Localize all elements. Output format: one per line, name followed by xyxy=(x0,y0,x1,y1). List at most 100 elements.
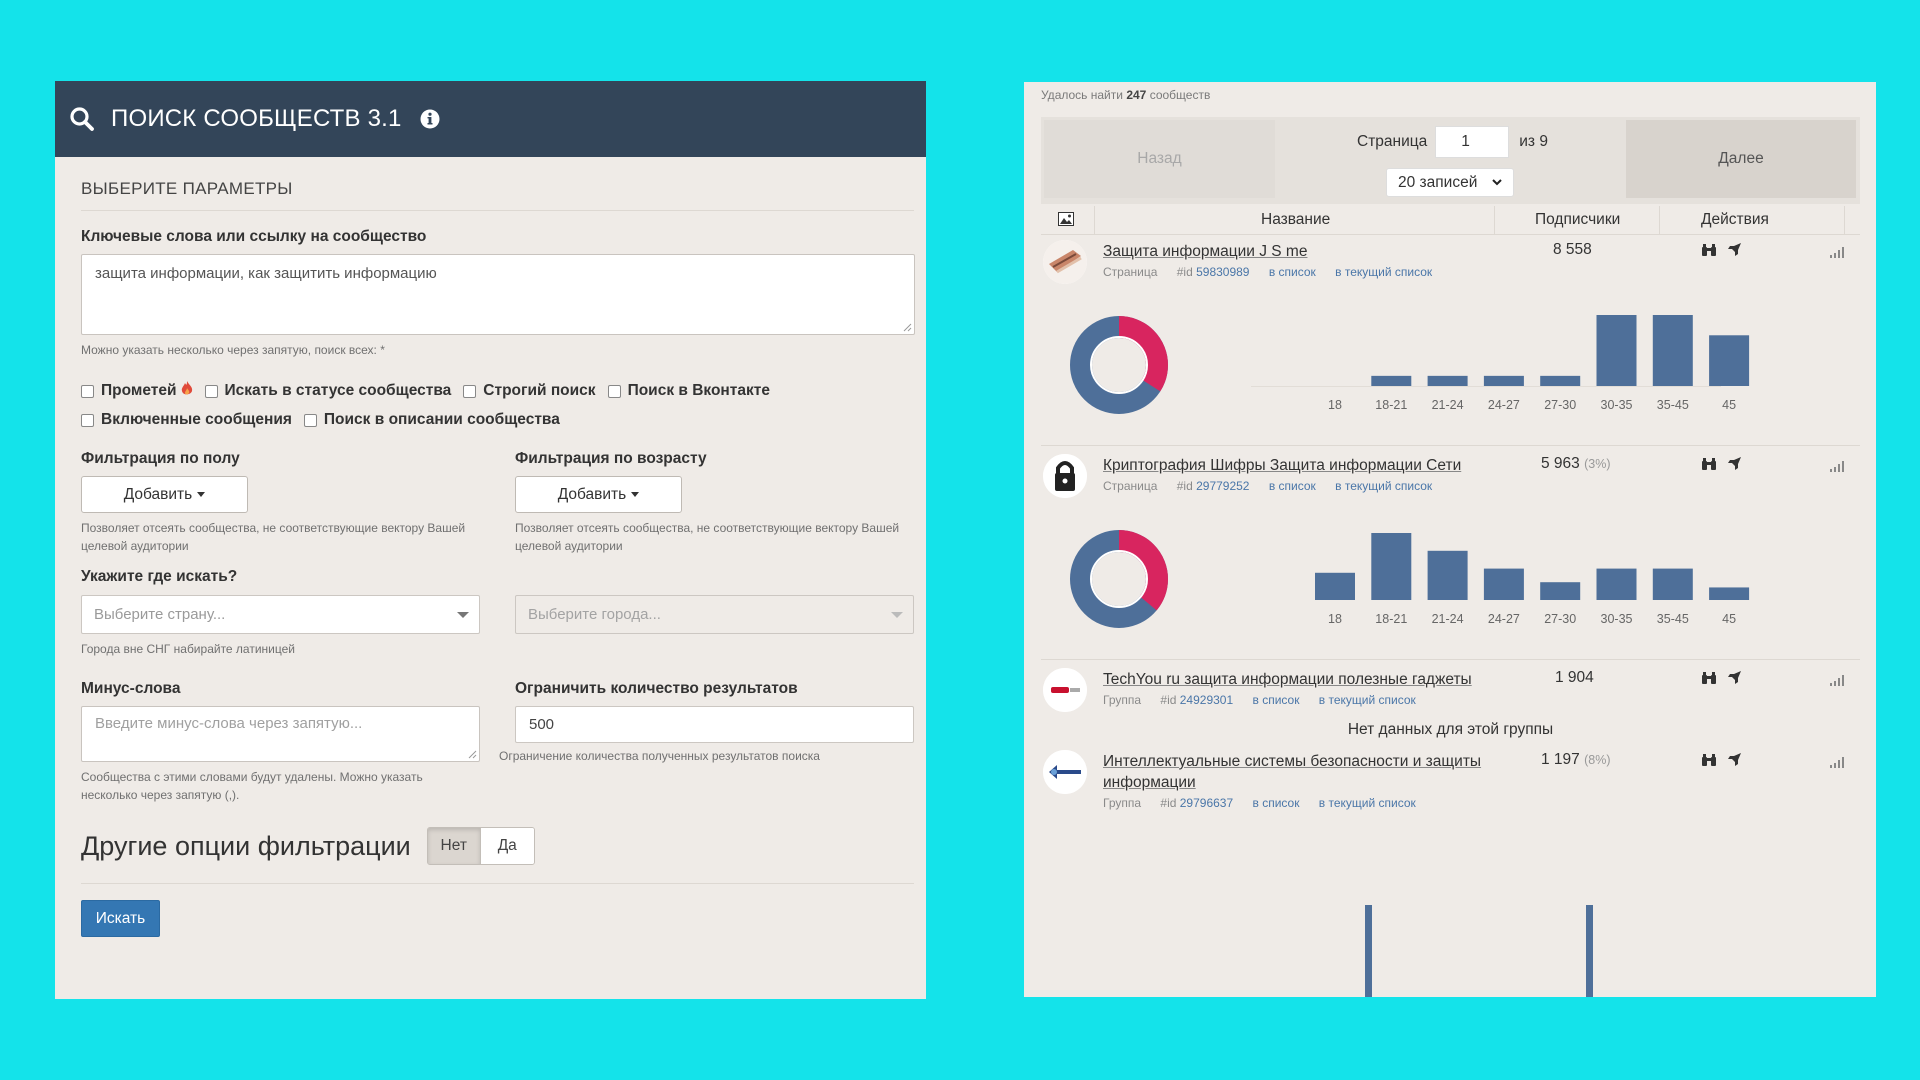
row-divider xyxy=(1041,445,1860,446)
rocket-icon[interactable] xyxy=(1727,456,1742,476)
tick-label-27-30: 27-30 xyxy=(1544,612,1576,626)
found-count: 247 xyxy=(1126,88,1147,102)
rocket-icon[interactable] xyxy=(1727,242,1742,262)
tick-label-45: 45 xyxy=(1722,612,1736,626)
row-divider xyxy=(1041,659,1860,660)
limit-label: Ограничить количество результатов xyxy=(515,680,798,697)
column-actions[interactable]: Действия xyxy=(1701,211,1769,228)
add-to-current-list-link[interactable]: в текущий список xyxy=(1318,693,1416,707)
limit-value: 500 xyxy=(529,716,555,733)
column-name[interactable]: Название xyxy=(1261,211,1331,228)
community-id[interactable]: 59830989 xyxy=(1196,265,1250,279)
checkbox-search-status[interactable]: Искать в статусе сообщества xyxy=(204,382,452,400)
rocket-icon[interactable] xyxy=(1727,670,1742,690)
info-icon[interactable] xyxy=(420,109,440,129)
avatar[interactable] xyxy=(1043,750,1087,794)
back-button[interactable]: Назад xyxy=(1044,120,1275,198)
search-icon xyxy=(69,106,95,132)
add-to-list-link[interactable]: в список xyxy=(1268,265,1316,279)
signal-icon[interactable] xyxy=(1830,673,1846,691)
signal-icon[interactable] xyxy=(1830,245,1846,263)
avatar[interactable] xyxy=(1043,240,1087,284)
community-name[interactable]: Криптография Шифры Защита информации Сет… xyxy=(1103,457,1462,474)
button-label: Добавить xyxy=(557,485,627,503)
checkbox[interactable] xyxy=(81,413,94,427)
add-to-current-list-link[interactable]: в текущий список xyxy=(1318,796,1416,810)
per-page-select[interactable]: 20 записей xyxy=(1386,168,1514,197)
chevron-down-icon xyxy=(1492,179,1502,186)
binoculars-icon[interactable] xyxy=(1701,671,1717,690)
tick-label-21-24: 21-24 xyxy=(1432,612,1464,626)
toggle-no[interactable]: Нет xyxy=(427,828,481,864)
avatar[interactable] xyxy=(1043,668,1087,712)
signal-icon[interactable] xyxy=(1830,459,1846,477)
chart-bar-21-24 xyxy=(1427,550,1468,600)
minus-words-textarea[interactable]: Введите минус-слова через запятую... xyxy=(81,706,480,762)
row-actions xyxy=(1701,670,1742,690)
binoculars-icon[interactable] xyxy=(1701,243,1717,262)
found-prefix: Удалось найти xyxy=(1041,88,1123,102)
checkbox-label: Искать в статусе сообщества xyxy=(224,382,452,399)
country-placeholder: Выберите страну... xyxy=(94,606,226,623)
search-button[interactable]: Искать xyxy=(81,900,160,937)
add-to-list-link[interactable]: в список xyxy=(1252,796,1300,810)
keywords-value: защита информации, как защитить информац… xyxy=(95,265,437,282)
add-to-current-list-link[interactable]: в текущий список xyxy=(1335,265,1433,279)
tick-label-45: 45 xyxy=(1722,398,1736,412)
community-name[interactable]: TechYou ru защита информации полезные га… xyxy=(1103,671,1472,688)
community-id[interactable]: 24929301 xyxy=(1179,693,1234,707)
checkbox-prometheus[interactable]: Прометей xyxy=(81,381,193,401)
subscribers-pct: (8%) xyxy=(1584,753,1611,767)
toggle-yes[interactable]: Да xyxy=(480,828,534,864)
checkbox-search-description[interactable]: Поиск в описании сообщества xyxy=(303,411,560,429)
dropdown-arrow-icon xyxy=(457,612,469,618)
binoculars-icon[interactable] xyxy=(1701,753,1717,772)
checkbox-enabled-messages[interactable]: Включенные сообщения xyxy=(81,411,292,429)
search-panel: ПОИСК СООБЩЕСТВ 3.1 ВЫБЕРИТЕ ПАРАМЕТРЫ К… xyxy=(55,81,926,999)
city-placeholder: Выберите города... xyxy=(528,606,661,623)
page-input[interactable]: 1 xyxy=(1435,126,1510,158)
add-to-list-link[interactable]: в список xyxy=(1252,693,1300,707)
binoculars-icon[interactable] xyxy=(1701,457,1717,476)
avatar[interactable] xyxy=(1043,454,1087,498)
resize-grip-icon[interactable] xyxy=(468,750,477,759)
city-select[interactable]: Выберите города... xyxy=(515,595,914,634)
country-select[interactable]: Выберите страну... xyxy=(81,595,480,634)
checkbox[interactable] xyxy=(607,384,621,398)
next-button[interactable]: Далее xyxy=(1626,120,1856,198)
checkbox[interactable] xyxy=(463,384,477,398)
subscribers-value: 1 904 xyxy=(1555,669,1594,686)
community-meta: Группа #id 29796637 в список в текущий с… xyxy=(1103,796,1416,810)
subscribers-value: 8 558 xyxy=(1553,241,1592,258)
rocket-icon[interactable] xyxy=(1727,752,1742,772)
limit-input[interactable]: 500 xyxy=(515,706,914,743)
chart-bar-30-35 xyxy=(1596,568,1637,600)
image-icon xyxy=(1058,212,1074,231)
community-id[interactable]: 29796637 xyxy=(1179,796,1234,810)
checkbox[interactable] xyxy=(81,384,94,398)
age-add-button[interactable]: Добавить xyxy=(515,476,682,513)
id-label: #id xyxy=(1160,796,1177,810)
add-to-current-list-link[interactable]: в текущий список xyxy=(1335,479,1433,493)
resize-grip-icon[interactable] xyxy=(903,323,912,332)
signal-icon[interactable] xyxy=(1830,755,1846,773)
chart-bar-27-30 xyxy=(1540,375,1581,386)
community-name[interactable]: Интеллектуальные системы безопасности и … xyxy=(1103,751,1481,793)
checkbox[interactable] xyxy=(303,413,317,427)
column-subscribers[interactable]: Подписчики xyxy=(1535,211,1621,228)
limit: Ограничить количество результатов 500 Ог… xyxy=(499,680,915,765)
checkbox-strict-search[interactable]: Строгий поиск xyxy=(463,382,596,400)
fire-icon xyxy=(181,381,193,401)
community-name[interactable]: Защита информации J S me xyxy=(1103,243,1308,260)
subscribers-value: 1 197 xyxy=(1541,751,1580,768)
add-to-list-link[interactable]: в список xyxy=(1268,479,1316,493)
gender-add-button[interactable]: Добавить xyxy=(81,476,248,513)
checkbox[interactable] xyxy=(204,384,218,398)
keywords-textarea[interactable]: защита информации, как защитить информац… xyxy=(81,254,915,335)
minus-words-label: Минус-слова xyxy=(81,680,181,697)
chart-bar-18-21 xyxy=(1371,375,1412,386)
checkbox-vk-search[interactable]: Поиск в Вконтакте xyxy=(607,382,770,400)
community-id[interactable]: 29779252 xyxy=(1196,479,1250,493)
tick-label-24-27: 24-27 xyxy=(1488,612,1520,626)
chart-bar-30-35 xyxy=(1596,315,1637,386)
